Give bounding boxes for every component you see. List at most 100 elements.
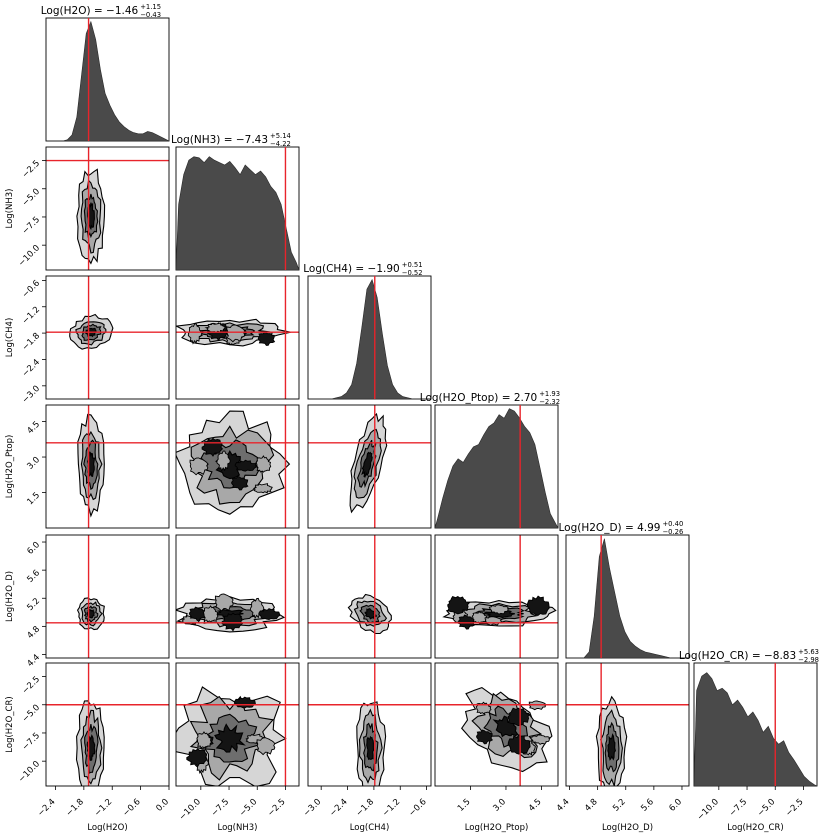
contour-panel-ptop-h2od — [434, 534, 559, 659]
contour-panel-ptop-h2ocr — [434, 662, 559, 787]
contour-blotch — [188, 606, 207, 622]
contour-panel-nh3-h2od — [175, 534, 300, 659]
contour-blotch — [214, 593, 234, 612]
contour-panel-h2o-nh3 — [45, 146, 170, 271]
diag-title-h2o: Log(H2O) = −1.46 — [41, 5, 139, 17]
x-tick-label: 4.8 — [583, 797, 600, 814]
x-tick-label: 1.5 — [456, 797, 473, 814]
diag-err-up-ch4: +0.51 — [402, 261, 423, 269]
x-tick-label: −2.5 — [784, 797, 806, 819]
contour-blotch — [488, 604, 509, 615]
y-tick-label: 3.0 — [25, 455, 42, 472]
contour-panel-ch4-h2ocr — [307, 662, 432, 787]
y-tick-label: −7.5 — [20, 731, 42, 753]
contour-panel-h2o-h2ocr — [45, 662, 170, 787]
y-tick-label: 5.2 — [25, 596, 42, 613]
panel-bg — [176, 535, 299, 658]
x-tick-label: −2.5 — [266, 797, 288, 819]
x-tick-label: 4.4 — [555, 797, 572, 814]
contour-blotch — [187, 323, 203, 345]
x-tick-label: 3.0 — [491, 797, 508, 814]
x-tick-label: −10.0 — [177, 797, 203, 823]
x-tick-label: −0.6 — [121, 797, 143, 819]
x-tick-label: −3.0 — [302, 797, 324, 819]
contour-panel-ch4-ptop — [307, 404, 432, 529]
diag-err-down-h2od: −0.26 — [662, 528, 683, 536]
y-tick-label: 6.0 — [25, 540, 42, 557]
contour-blotch — [458, 614, 476, 630]
y-tick-label: −2.4 — [20, 358, 42, 380]
x-tick-label: −7.5 — [209, 797, 231, 819]
histogram-h2od — [566, 538, 689, 659]
panel-frame — [434, 534, 559, 659]
contour-level — [361, 451, 373, 478]
panel-frame — [175, 275, 300, 400]
x-axis-label-h2od: Log(H2O_D) — [602, 823, 653, 833]
histogram-nh3 — [175, 156, 300, 271]
panel-frame — [565, 662, 690, 787]
panel-frame — [307, 662, 432, 787]
contour-blotch — [230, 475, 249, 491]
x-tick-label: −1.2 — [93, 797, 115, 819]
y-tick-label: −5.0 — [20, 703, 42, 725]
x-tick-label: −10.0 — [695, 797, 721, 823]
diag-err-down-h2o: −0.43 — [140, 11, 161, 19]
contour-blotch — [216, 450, 231, 472]
histogram-ch4 — [308, 278, 431, 400]
contour-blotch — [196, 731, 212, 749]
diag-title-ptop: Log(H2O_Ptop) = 2.70 — [420, 392, 537, 404]
diag-err-up-h2o: +1.15 — [140, 3, 161, 11]
contour-blotch — [221, 612, 244, 632]
diag-err-down-h2ocr: −2.98 — [798, 656, 819, 664]
x-tick-label: −1.2 — [381, 797, 403, 819]
contour-blotch — [234, 459, 257, 472]
histogram-h2ocr — [693, 672, 818, 787]
contour-level — [607, 733, 616, 761]
y-tick-label: −3.0 — [20, 384, 42, 406]
contour-blotch — [507, 707, 531, 727]
y-tick-label: 4.5 — [25, 420, 42, 437]
panel-bg — [46, 535, 169, 658]
y-tick-label: −7.5 — [20, 215, 42, 237]
y-tick-label: −1.2 — [20, 305, 42, 327]
panel-bg — [46, 405, 169, 528]
histogram-h2o — [46, 20, 170, 142]
y-tick-label: 4.8 — [25, 624, 42, 641]
y-axis-label-h2ocr: Log(H2O_CR) — [5, 696, 15, 752]
x-tick-label: 6.0 — [667, 797, 684, 814]
contour-panel-h2o-ptop — [45, 404, 170, 529]
y-tick-label: −10.0 — [17, 759, 43, 785]
x-axis-label-h2ocr: Log(H2O_CR) — [727, 823, 783, 833]
panel-frame — [45, 404, 170, 529]
y-tick-label: 4.4 — [25, 653, 42, 670]
contour-blotch — [526, 595, 550, 616]
panel-frame — [175, 534, 300, 659]
diag-err-down-ch4: −0.52 — [402, 269, 423, 277]
x-tick-label: −5.0 — [238, 797, 260, 819]
x-tick-label: −1.8 — [64, 797, 86, 819]
contour-blotch — [189, 457, 209, 476]
contour-level — [366, 735, 375, 761]
contour-blotch — [471, 611, 488, 624]
contour-blotch — [186, 748, 208, 768]
x-axis-label-ch4: Log(CH4) — [350, 823, 390, 833]
diag-title-ch4: Log(CH4) = −1.90 — [303, 263, 400, 275]
diag-title-h2od: Log(H2O_D) = 4.99 — [559, 522, 661, 534]
x-tick-label: −7.5 — [727, 797, 749, 819]
x-tick-label: −5.0 — [756, 797, 778, 819]
contour-panel-nh3-h2ocr — [175, 662, 300, 787]
contour-level — [87, 202, 95, 231]
panel-frame — [45, 275, 170, 400]
panel-bg — [566, 663, 689, 786]
y-axis-label-ch4: Log(CH4) — [5, 318, 15, 358]
contour-blotch — [253, 483, 273, 494]
diag-err-up-h2ocr: +5.63 — [798, 648, 819, 656]
contour-blotch — [447, 595, 471, 615]
x-tick-label: −0.6 — [407, 797, 429, 819]
contour-panel-nh3-ptop — [175, 404, 300, 529]
panel-frame — [307, 534, 432, 659]
diag-err-up-nh3: +5.14 — [270, 132, 291, 140]
x-tick-label: −2.4 — [328, 797, 350, 819]
contour-blotch — [257, 331, 276, 346]
y-tick-label: 5.6 — [25, 568, 42, 585]
